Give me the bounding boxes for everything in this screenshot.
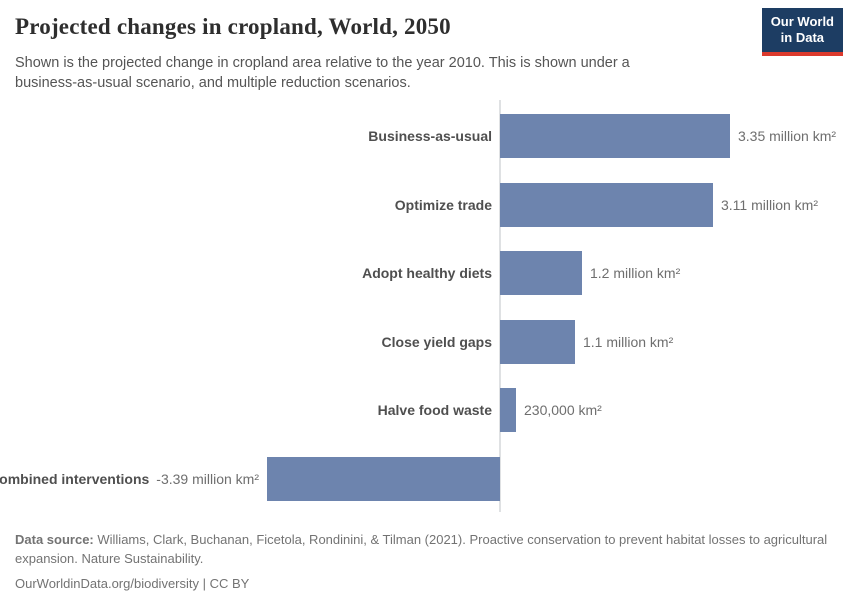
value-label-close-yield-gaps: 1.1 million km² bbox=[583, 334, 674, 350]
bar-row-adopt-healthy-diets: Adopt healthy diets 1.2 million km² bbox=[15, 251, 835, 295]
chart-title: Projected changes in cropland, World, 20… bbox=[15, 14, 451, 39]
category-label-halve-food-waste: Halve food waste bbox=[377, 402, 492, 418]
category-label-close-yield-gaps: Close yield gaps bbox=[381, 334, 492, 350]
value-box-adopt-healthy-diets: 1.2 million km² bbox=[590, 251, 680, 295]
label-box-adopt-healthy-diets: Adopt healthy diets bbox=[15, 251, 492, 295]
data-source-note: Data source: Williams, Clark, Buchanan, … bbox=[15, 531, 835, 569]
bar-optimize-trade[interactable] bbox=[500, 183, 713, 227]
chart-footer: Data source: Williams, Clark, Buchanan, … bbox=[15, 531, 835, 594]
bar-close-yield-gaps[interactable] bbox=[500, 320, 575, 364]
category-label-adopt-healthy-diets: Adopt healthy diets bbox=[362, 265, 492, 281]
bar-halve-food-waste[interactable] bbox=[500, 388, 516, 432]
owid-logo: Our World in Data bbox=[761, 8, 843, 56]
value-box-optimize-trade: 3.11 million km² bbox=[721, 183, 818, 227]
bar-row-combined-interventions: Combined interventions -3.39 million km² bbox=[0, 457, 835, 501]
chart-subtitle: Shown is the projected change in croplan… bbox=[15, 55, 630, 92]
license-note: OurWorldinData.org/biodiversity | CC BY bbox=[15, 575, 250, 591]
data-source-label: Data source: bbox=[15, 532, 94, 547]
category-label-business-as-usual: Business-as-usual bbox=[368, 128, 492, 144]
bar-combined-interventions[interactable] bbox=[267, 457, 500, 501]
bar-row-optimize-trade: Optimize trade 3.11 million km² bbox=[15, 183, 835, 227]
bar-row-business-as-usual: Business-as-usual 3.35 million km² bbox=[15, 114, 836, 158]
value-box-business-as-usual: 3.35 million km² bbox=[738, 114, 836, 158]
label-box-combined-interventions: Combined interventions -3.39 million km² bbox=[0, 457, 259, 501]
category-label-optimize-trade: Optimize trade bbox=[394, 197, 492, 213]
owid-logo-line1: Our World bbox=[770, 14, 834, 29]
bar-adopt-healthy-diets[interactable] bbox=[500, 251, 582, 295]
data-source-text: Williams, Clark, Buchanan, Ficetola, Ron… bbox=[15, 532, 828, 566]
category-label-combined-interventions: Combined interventions bbox=[0, 471, 150, 487]
value-box-halve-food-waste: 230,000 km² bbox=[524, 388, 602, 432]
zero-axis-line bbox=[499, 100, 501, 512]
bar-business-as-usual[interactable] bbox=[500, 114, 730, 158]
value-box-close-yield-gaps: 1.1 million km² bbox=[583, 320, 673, 364]
bar-row-close-yield-gaps: Close yield gaps 1.1 million km² bbox=[15, 320, 835, 364]
value-label-business-as-usual: 3.35 million km² bbox=[738, 128, 837, 144]
value-label-optimize-trade: 3.11 million km² bbox=[721, 197, 818, 213]
label-box-optimize-trade: Optimize trade bbox=[15, 183, 492, 227]
value-label-adopt-healthy-diets: 1.2 million km² bbox=[590, 265, 681, 281]
label-box-close-yield-gaps: Close yield gaps bbox=[15, 320, 492, 364]
value-label-halve-food-waste: 230,000 km² bbox=[524, 402, 602, 418]
bar-row-halve-food-waste: Halve food waste 230,000 km² bbox=[15, 388, 835, 432]
value-label-combined-interventions: -3.39 million km² bbox=[156, 471, 259, 487]
label-box-halve-food-waste: Halve food waste bbox=[15, 388, 492, 432]
label-box-business-as-usual: Business-as-usual bbox=[15, 114, 492, 158]
owid-logo-line2: in Data bbox=[780, 30, 825, 46]
bar-chart-plot-area: Business-as-usual 3.35 million km² Optimiz… bbox=[0, 100, 836, 512]
